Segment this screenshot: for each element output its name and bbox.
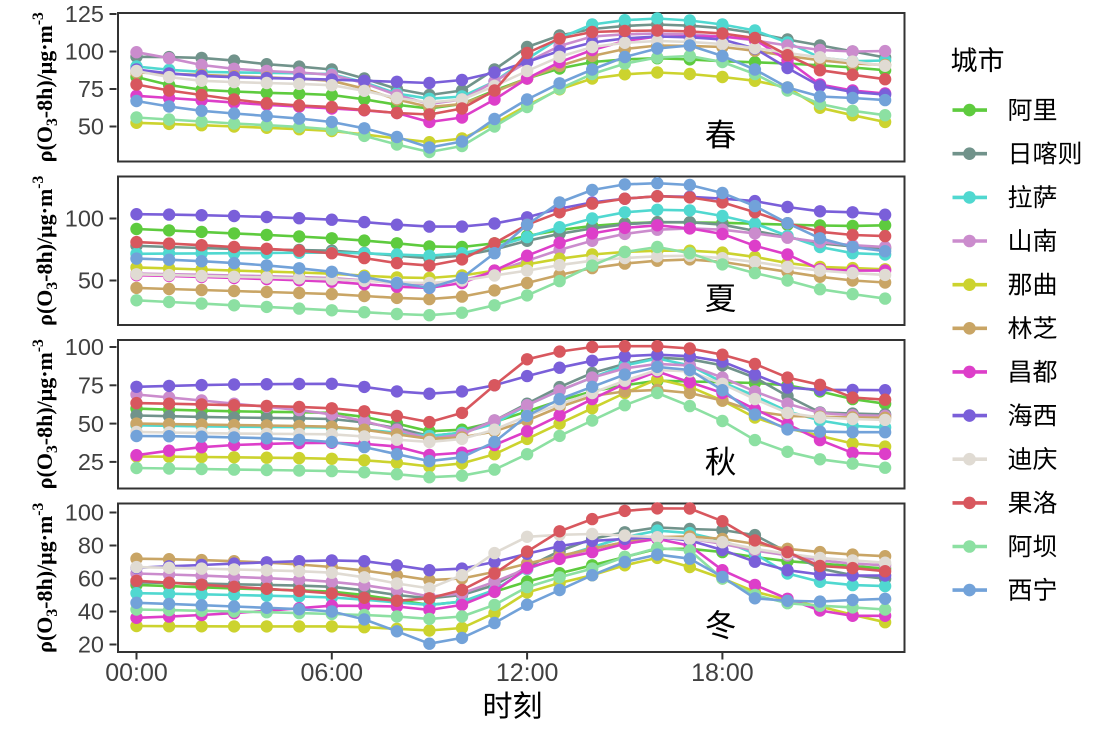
svg-text:60: 60 [78,566,104,592]
svg-text:80: 80 [78,533,104,559]
svg-text:50: 50 [78,411,104,437]
svg-text:18:00: 18:00 [691,659,754,687]
svg-text:20: 20 [78,632,104,658]
svg-text:12:00: 12:00 [496,659,559,687]
svg-text:100: 100 [65,334,104,360]
svg-text:75: 75 [78,373,104,399]
svg-text:100: 100 [65,39,104,65]
svg-text:125: 125 [65,1,104,27]
svg-text:50: 50 [78,114,104,140]
svg-text:40: 40 [78,599,104,625]
svg-text:75: 75 [78,76,104,102]
svg-text:ρ(O3-8h)/μg·m-3: ρ(O3-8h)/μg·m-3 [30,339,61,489]
svg-text:25: 25 [78,449,104,475]
svg-text:ρ(O3-8h)/μg·m-3: ρ(O3-8h)/μg·m-3 [30,176,61,326]
svg-text:50: 50 [78,268,104,294]
svg-text:06:00: 06:00 [301,659,364,687]
svg-text:ρ(O3-8h)/μg·m-3: ρ(O3-8h)/μg·m-3 [30,12,61,162]
svg-text:ρ(O3-8h)/μg·m-3: ρ(O3-8h)/μg·m-3 [30,503,61,653]
svg-text:00:00: 00:00 [105,659,168,687]
svg-text:100: 100 [65,500,104,526]
svg-text:100: 100 [65,206,104,232]
